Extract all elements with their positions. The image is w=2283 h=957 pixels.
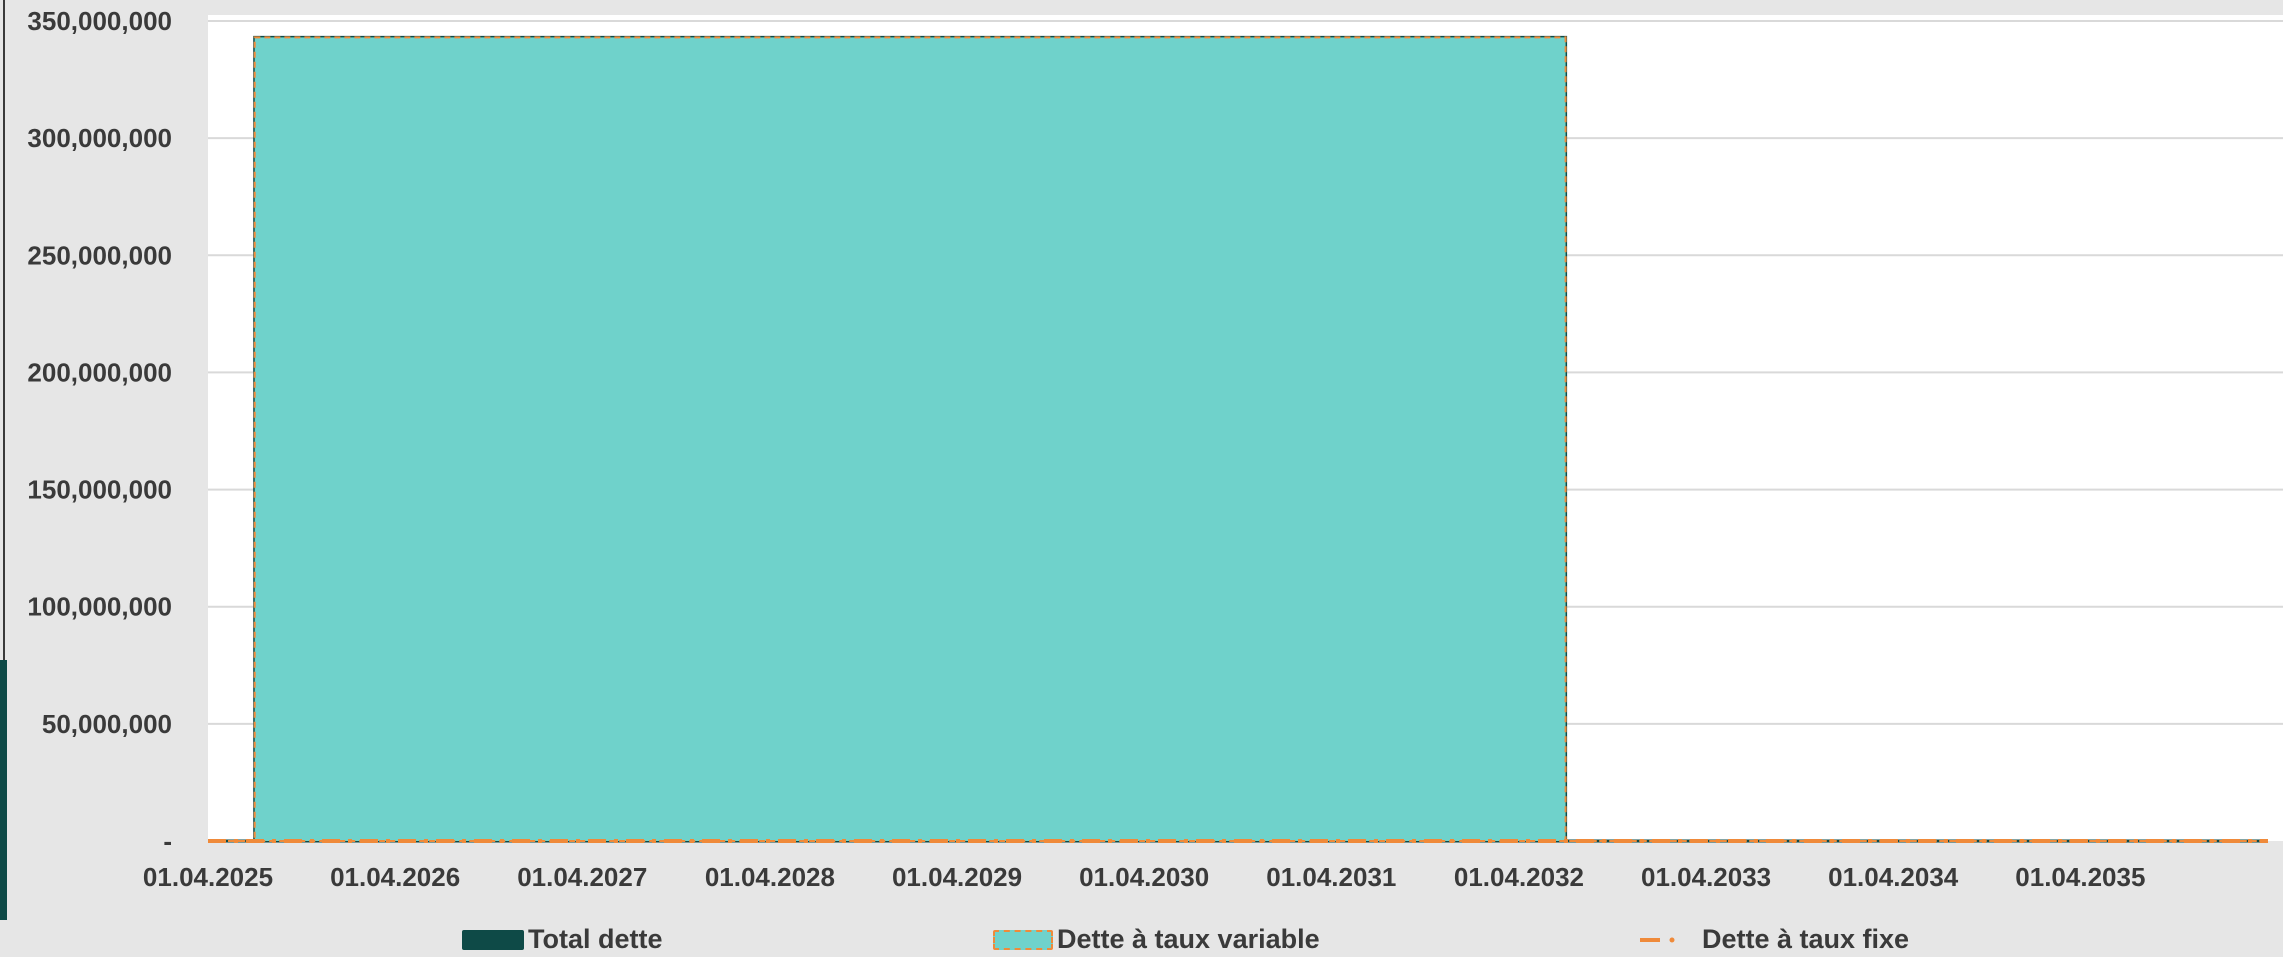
x-tick-label: 01.04.2030 bbox=[1079, 862, 1209, 892]
left-edge-bar bbox=[0, 660, 7, 920]
x-tick-label: 01.04.2025 bbox=[143, 862, 273, 892]
y-tick-label: - bbox=[163, 826, 172, 856]
x-tick-label: 01.04.2028 bbox=[705, 862, 835, 892]
y-tick-label: 350,000,000 bbox=[27, 6, 172, 36]
x-tick-label: 01.04.2027 bbox=[517, 862, 647, 892]
x-tick-label: 01.04.2031 bbox=[1266, 862, 1396, 892]
legend-item-variable: Dette à taux variable bbox=[993, 922, 1320, 957]
y-axis-ticks: - 50,000,000 100,000,000 150,000,000 200,000… bbox=[27, 6, 172, 856]
legend-item-fixed: Dette à taux fixe bbox=[1640, 922, 1909, 957]
x-tick-label: 01.04.2034 bbox=[1828, 862, 1959, 892]
x-axis-ticks: 01.04.2025 01.04.2026 01.04.2027 01.04.2028… bbox=[143, 862, 2145, 892]
series-layer bbox=[208, 35, 2268, 843]
chart: - 50,000,000 100,000,000 150,000,000 200,000… bbox=[0, 0, 2283, 920]
y-tick-label: 300,000,000 bbox=[27, 123, 172, 153]
legend-item-total: Total dette bbox=[462, 922, 663, 957]
legend-label-fixed: Dette à taux fixe bbox=[1702, 924, 1910, 954]
legend-label-total: Total dette bbox=[528, 924, 663, 954]
legend-swatch-fixed bbox=[1640, 937, 1675, 942]
legend-swatch-total bbox=[462, 929, 524, 950]
y-tick-label: 100,000,000 bbox=[27, 592, 172, 622]
legend-swatch-variable bbox=[993, 929, 1053, 950]
y-tick-label: 150,000,000 bbox=[27, 475, 172, 505]
x-tick-label: 01.04.2032 bbox=[1454, 862, 1584, 892]
x-tick-label: 01.04.2035 bbox=[2015, 862, 2145, 892]
legend: Total dette Dette à taux variable Dette … bbox=[0, 922, 2283, 957]
top-band bbox=[0, 0, 2283, 12]
y-tick-label: 250,000,000 bbox=[27, 240, 172, 270]
y-tick-label: 200,000,000 bbox=[27, 357, 172, 387]
y-tick-label: 50,000,000 bbox=[42, 709, 172, 739]
x-tick-label: 01.04.2026 bbox=[330, 862, 460, 892]
legend-label-variable: Dette à taux variable bbox=[1057, 924, 1320, 954]
x-tick-label: 01.04.2033 bbox=[1641, 862, 1771, 892]
x-tick-label: 01.04.2029 bbox=[892, 862, 1022, 892]
